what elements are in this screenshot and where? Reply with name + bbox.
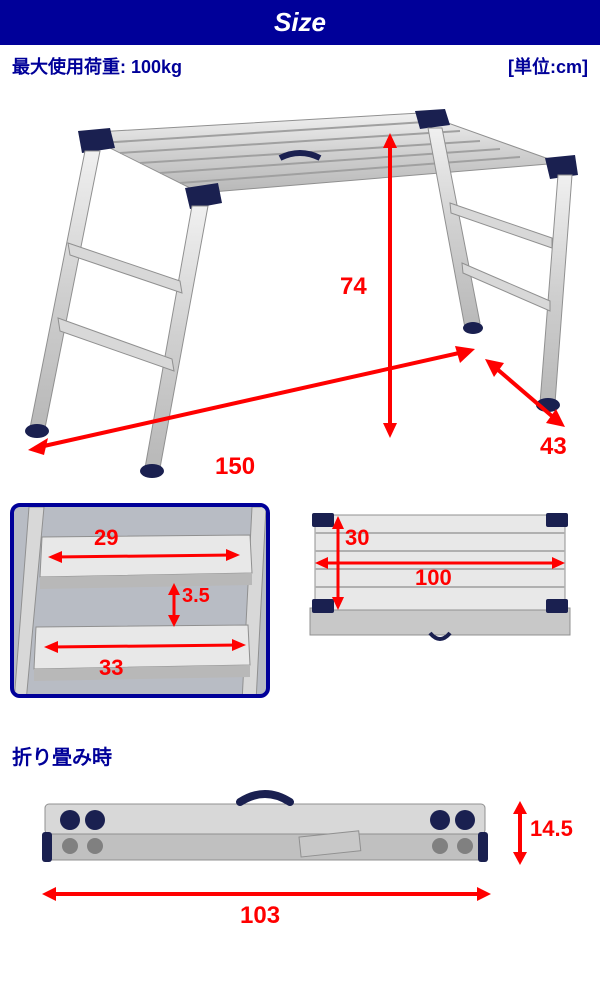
dim-folded-height: 14.5 [530, 816, 573, 842]
max-load-label: 最大使用荷重: 100kg [12, 53, 182, 79]
step-closeup-inset: 29 3.5 33 [10, 503, 270, 698]
dim-depth: 43 [540, 433, 567, 461]
step-closeup-illustration [14, 507, 270, 698]
dim-height: 74 [340, 273, 367, 301]
header-band: Size [0, 0, 600, 45]
dim-platform-depth: 30 [345, 525, 369, 551]
dim-step-bottom: 33 [99, 655, 123, 681]
dim-width: 150 [215, 453, 255, 481]
header-title: Size [274, 7, 326, 38]
top-view-illustration [290, 503, 590, 703]
main-perspective-diagram: 74 150 43 [0, 83, 600, 503]
unit-label: [単位:cm] [508, 53, 588, 79]
dim-step-gap: 3.5 [182, 585, 210, 608]
work-platform-illustration [0, 83, 600, 503]
dim-folded-width: 103 [240, 902, 280, 930]
folded-section-label: 折り畳み時 [0, 733, 600, 774]
top-view-diagram: 30 100 [290, 503, 590, 733]
info-row: 最大使用荷重: 100kg [単位:cm] [0, 45, 600, 83]
dim-step-top: 29 [94, 525, 118, 551]
middle-row: 29 3.5 33 [0, 503, 600, 733]
folded-illustration [0, 774, 600, 954]
folded-diagram: 14.5 103 [0, 774, 600, 954]
dim-platform-width: 100 [415, 565, 452, 591]
